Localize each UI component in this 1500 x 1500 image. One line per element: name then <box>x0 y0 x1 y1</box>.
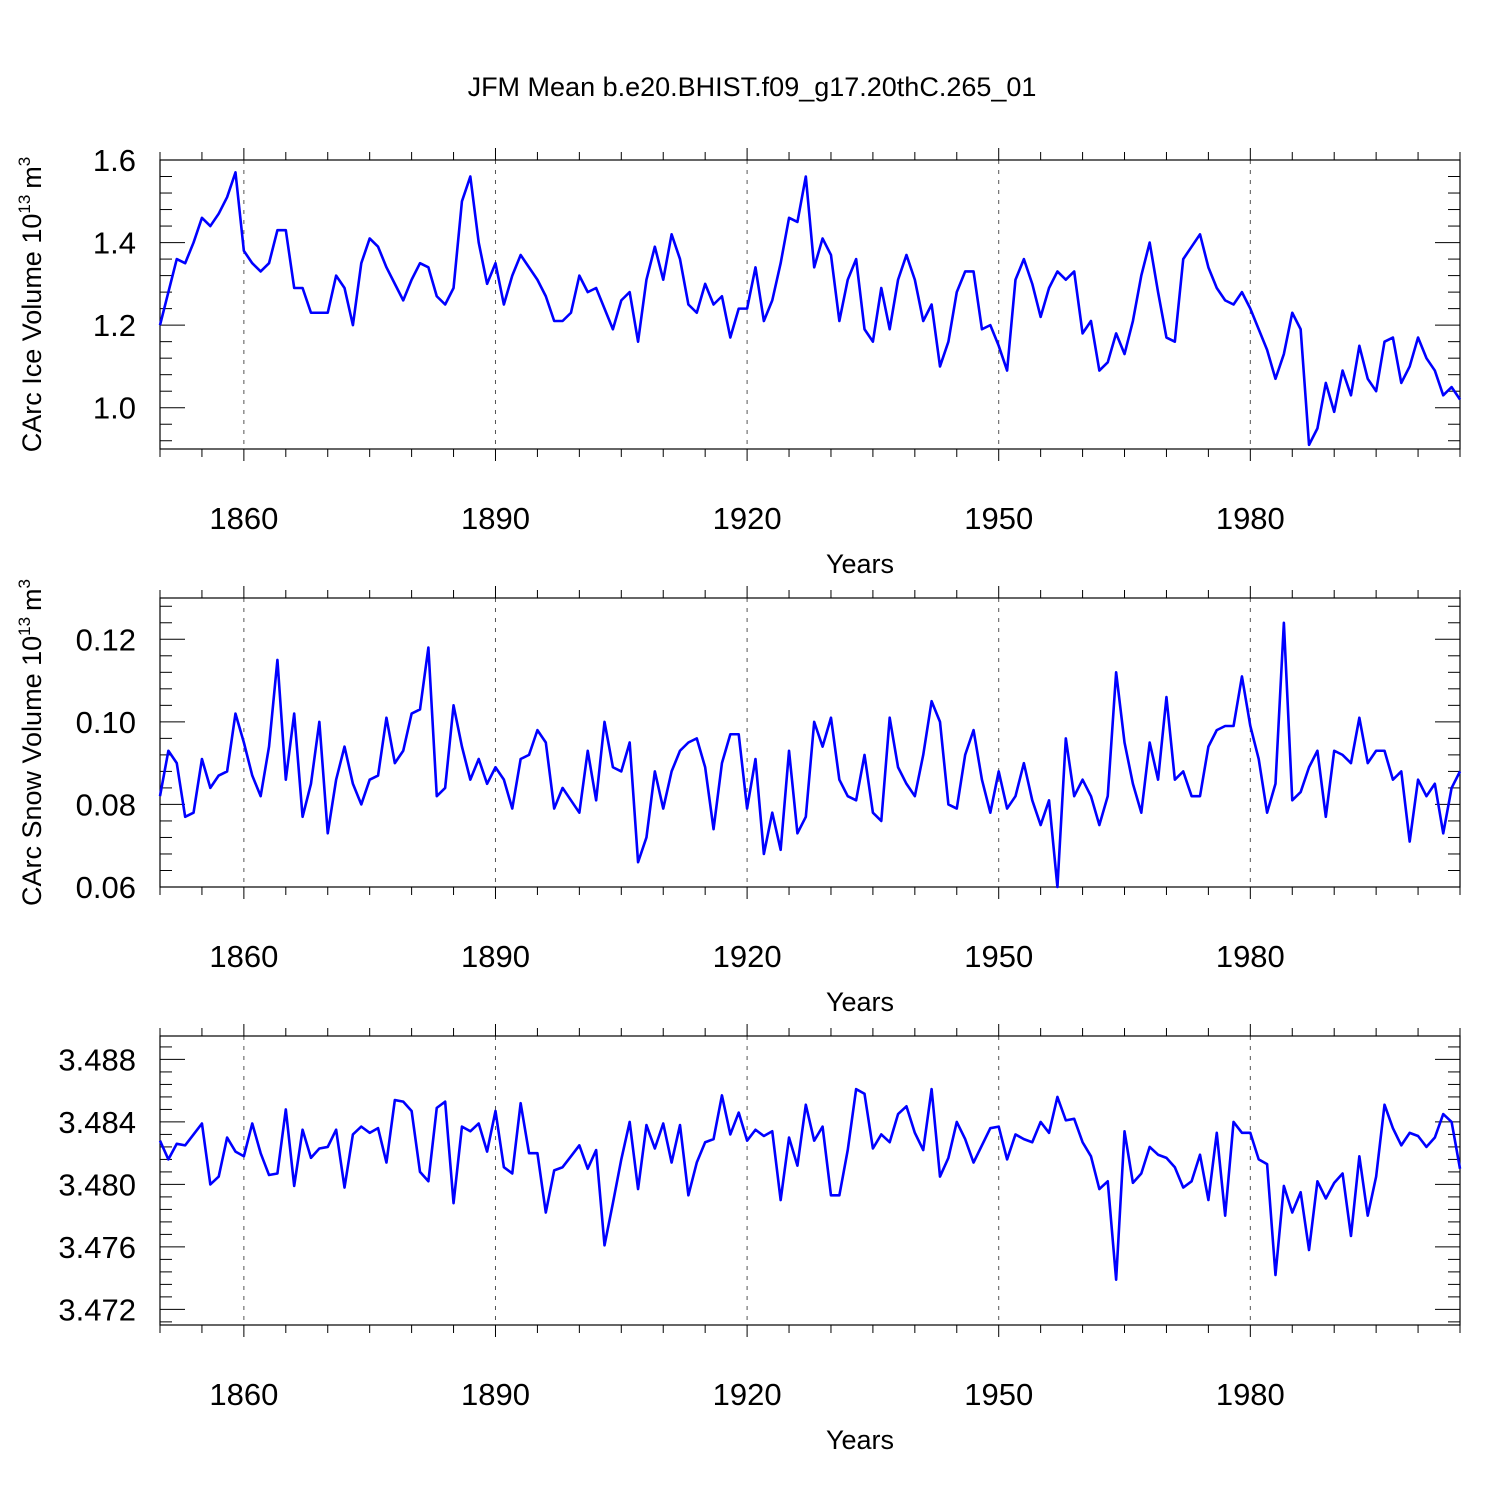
y-tick-label: 0.10 <box>76 705 136 740</box>
y-axis-title-text: CArc Ice Volume 10 <box>17 214 47 453</box>
x-tick-label: 1980 <box>1216 939 1285 974</box>
figure-title: JFM Mean b.e20.BHIST.f09_g17.20thC.265_0… <box>468 72 1037 102</box>
x-tick-label: 1920 <box>713 501 782 536</box>
x-tick-label: 1980 <box>1216 501 1285 536</box>
y-axis-title-unit: m <box>17 588 47 611</box>
y-tick-label: 3.480 <box>58 1167 136 1202</box>
x-tick-label: 1950 <box>964 501 1033 536</box>
x-tick-label: 1950 <box>964 1377 1033 1412</box>
x-tick-label: 1890 <box>461 1377 530 1412</box>
x-tick-label: 1860 <box>209 501 278 536</box>
y-axis-title-unit: m <box>17 166 47 189</box>
y-tick-label: 1.4 <box>93 226 136 261</box>
x-tick-label: 1860 <box>209 939 278 974</box>
chart-panel-1: 1860 1890 1920 1950 1980 1.0 1.2 1.4 1.6 Years CAr… <box>15 143 1462 579</box>
x-axis-title: Years <box>826 549 894 579</box>
chart-panel-2: 1860 1890 1920 1950 1980 0.06 0.08 0.10 0.12 Year… <box>15 579 1462 1017</box>
x-tick-label: 1920 <box>713 1377 782 1412</box>
x-tick-label: 1860 <box>209 1377 278 1412</box>
y-tick-label: 1.6 <box>93 143 136 178</box>
y-tick-label: 3.484 <box>58 1105 136 1140</box>
x-tick-label: 1890 <box>461 939 530 974</box>
y-axis-title-exponent: 13 <box>15 195 34 214</box>
series-line <box>158 171 1462 447</box>
chart-panels: 1860 1890 1920 1950 1980 1.0 1.2 1.4 1.6 Years CAr… <box>15 143 1462 1455</box>
y-axis-title-exponent: 13 <box>15 617 34 636</box>
x-tick-label: 1950 <box>964 939 1033 974</box>
y-axis-title-unit-exponent: 3 <box>15 579 34 588</box>
chart-panel-3: 1860 1890 1920 1950 1980 3.472 3.476 3.480 3.484… <box>58 1024 1462 1455</box>
x-tick-label: 1890 <box>461 501 530 536</box>
plot-frame <box>159 1035 1461 1326</box>
plot-frame <box>159 597 1461 888</box>
y-axis-title: CArc Snow Volume 1013 m3 <box>15 579 47 906</box>
series-line <box>158 621 1462 889</box>
y-axis-title: CArc Ice Volume 1013 m3 <box>15 157 47 453</box>
y-tick-label: 0.06 <box>76 870 136 905</box>
y-axis-title-text: CArc Snow Volume 10 <box>17 636 47 906</box>
y-tick-label: 0.12 <box>76 622 136 657</box>
x-axis-title: Years <box>826 1425 894 1455</box>
x-tick-label: 1920 <box>713 939 782 974</box>
y-tick-label: 0.08 <box>76 787 136 822</box>
plot-frame <box>159 159 1461 450</box>
y-tick-label: 3.488 <box>58 1042 136 1077</box>
series-line <box>158 1087 1462 1281</box>
y-tick-label: 1.0 <box>93 391 136 426</box>
y-tick-label: 1.2 <box>93 308 136 343</box>
x-axis-title: Years <box>826 987 894 1017</box>
y-tick-label: 3.472 <box>58 1292 136 1327</box>
y-axis-title-unit-exponent: 3 <box>15 157 34 166</box>
x-tick-label: 1980 <box>1216 1377 1285 1412</box>
y-tick-label: 3.476 <box>58 1230 136 1265</box>
